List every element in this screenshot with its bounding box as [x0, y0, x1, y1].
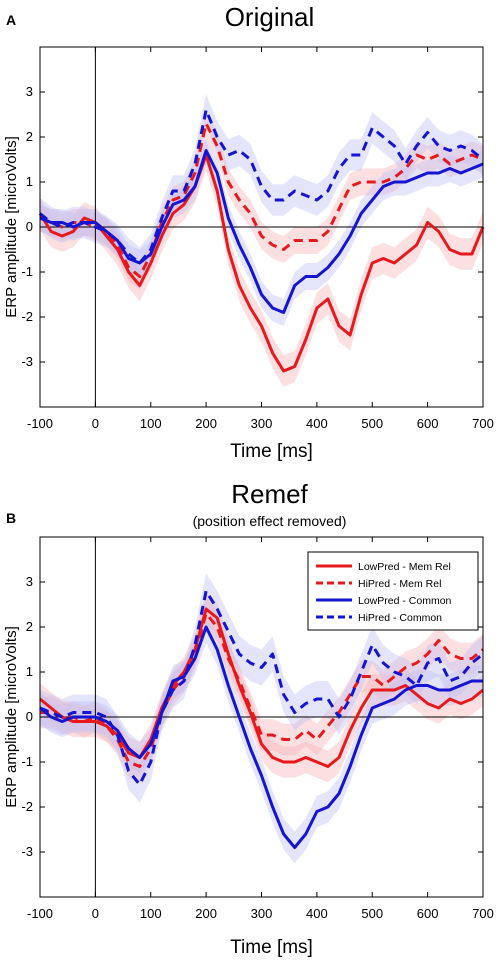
- y-tick-label: 0: [26, 709, 33, 724]
- x-axis-label: Time [ms]: [230, 937, 313, 958]
- x-tick-label: -100: [27, 416, 53, 431]
- x-tick-label: 700: [472, 416, 494, 431]
- x-tick-label: 700: [472, 906, 494, 921]
- x-tick-label: 500: [361, 906, 383, 921]
- x-tick-label: 600: [417, 906, 439, 921]
- x-tick-label: 0: [92, 906, 99, 921]
- chart-subtitle: (position effect removed): [193, 513, 347, 529]
- series-line-2: [40, 612, 484, 768]
- y-tick-label: 0: [26, 219, 33, 234]
- y-tick-label: 3: [26, 574, 33, 589]
- series-line-4: [39, 108, 484, 265]
- x-tick-label: 300: [251, 906, 273, 921]
- y-tick-label: -2: [21, 799, 33, 814]
- y-tick-label: 3: [26, 84, 33, 99]
- x-tick-label: 200: [195, 906, 217, 921]
- legend-label-1: LowPred - Mem Rel: [358, 561, 451, 573]
- x-tick-label: 0: [92, 416, 99, 431]
- chart-title: Original: [225, 2, 315, 32]
- x-tick-label: 400: [306, 416, 328, 431]
- chart-panel-b: B Remef (position effect removed) -100 0 100 2…: [3, 479, 494, 958]
- legend-label-4: HiPred - Common: [358, 612, 442, 624]
- x-tick-label: 300: [251, 416, 273, 431]
- x-tick-label: -100: [27, 906, 53, 921]
- series-line-4: [39, 589, 484, 786]
- confidence-band-2: [40, 110, 483, 290]
- x-tick-label: 500: [361, 416, 383, 431]
- y-tick-label: -3: [21, 354, 33, 369]
- y-tick-label: -1: [21, 754, 33, 769]
- legend-label-3: LowPred - Common: [358, 595, 452, 607]
- confidence-band-3: [40, 611, 483, 864]
- y-axis-label: ERP amplitude [microVolts]: [3, 626, 20, 807]
- confidence-band-3: [40, 137, 483, 326]
- series-line-1: [38, 153, 485, 373]
- x-tick-label: 100: [140, 416, 162, 431]
- legend: LowPred - Mem Rel HiPred - Mem Rel LowPred…: [307, 551, 479, 631]
- y-axis-label: ERP amplitude [microVolts]: [3, 136, 20, 317]
- y-tick-label: 1: [26, 174, 33, 189]
- chart-panel-a: A Original -100 0 100 200 300 400 500 600 700 -3 -2 -…: [3, 2, 494, 462]
- legend-label-2: HiPred - Mem Rel: [358, 578, 441, 590]
- x-axis-label: Time [ms]: [230, 441, 313, 462]
- y-tick-label: 2: [26, 619, 33, 634]
- x-tick-label: 100: [140, 906, 162, 921]
- x-tick-label: 400: [306, 906, 328, 921]
- y-tick-label: -1: [21, 264, 33, 279]
- panel-letter: B: [6, 510, 16, 526]
- series-line-2: [39, 122, 484, 278]
- x-tick-label: 600: [417, 416, 439, 431]
- y-tick-label: 1: [26, 664, 33, 679]
- chart-title: Remef: [231, 479, 308, 509]
- y-tick-label: 2: [26, 129, 33, 144]
- panel-letter: A: [6, 12, 16, 28]
- confidence-band-1: [40, 593, 483, 783]
- x-tick-label: 200: [195, 416, 217, 431]
- y-tick-label: -2: [21, 309, 33, 324]
- confidence-band-4: [40, 94, 483, 279]
- y-tick-label: -3: [21, 844, 33, 859]
